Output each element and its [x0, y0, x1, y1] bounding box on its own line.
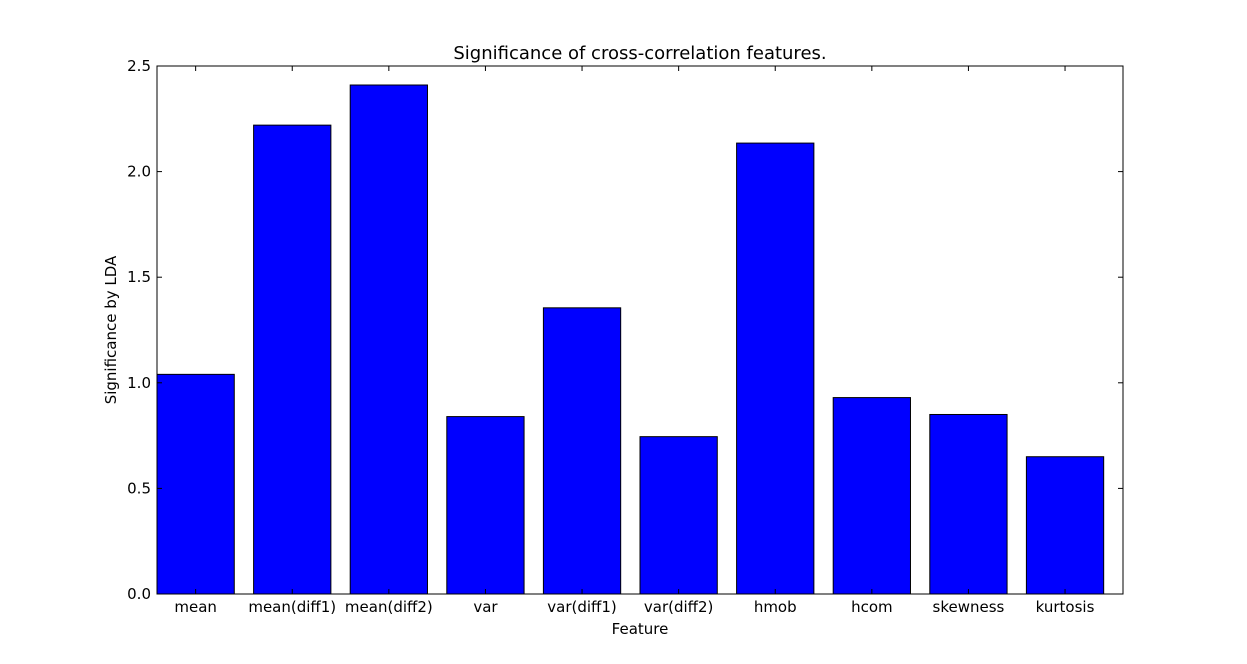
bar-skewness — [929, 413, 1008, 595]
x-tick-label: var(diff2) — [644, 598, 714, 616]
y-tick-label: 2.0 — [127, 163, 151, 181]
y-tick-label: 0.5 — [127, 479, 151, 497]
bar-var-diff2 — [639, 436, 718, 595]
y-tick-label: 1.0 — [127, 374, 151, 392]
bar-var — [446, 416, 525, 595]
x-tick-label: mean(diff1) — [248, 598, 336, 616]
y-axis-ticks: 0.0 0.5 1.0 1.5 2.0 2.5 — [127, 57, 1123, 603]
bar-var-diff1 — [542, 307, 622, 595]
bar-hmob — [736, 142, 815, 595]
plot-frame — [156, 65, 1124, 595]
y-tick-label: 2.5 — [127, 57, 151, 75]
x-tick-label: skewness — [933, 598, 1005, 616]
bar-mean-diff2 — [349, 84, 428, 595]
bar-hcom — [832, 397, 911, 595]
x-tick-label: mean(diff2) — [345, 598, 433, 616]
x-tick-label: mean — [174, 598, 217, 616]
x-axis-label: Feature — [612, 620, 669, 638]
x-tick-label: var — [473, 598, 498, 616]
bars-group — [156, 84, 1105, 595]
bar-mean — [156, 373, 235, 595]
x-tick-label: kurtosis — [1036, 598, 1095, 616]
chart-title: Significance of cross-correlation featur… — [453, 43, 826, 64]
x-tick-label: hmob — [754, 598, 797, 616]
bar-mean-diff1 — [253, 124, 332, 595]
bar-kurtosis — [1025, 456, 1105, 595]
y-axis-label: Significance by LDA — [102, 255, 120, 404]
x-tick-label: hcom — [851, 598, 893, 616]
y-tick-label: 1.5 — [127, 268, 151, 286]
x-tick-label: var(diff1) — [547, 598, 617, 616]
y-tick-label: 0.0 — [127, 585, 151, 603]
x-axis-ticks: mean mean(diff1) mean(diff2) var var(diff1) v… — [174, 66, 1095, 616]
